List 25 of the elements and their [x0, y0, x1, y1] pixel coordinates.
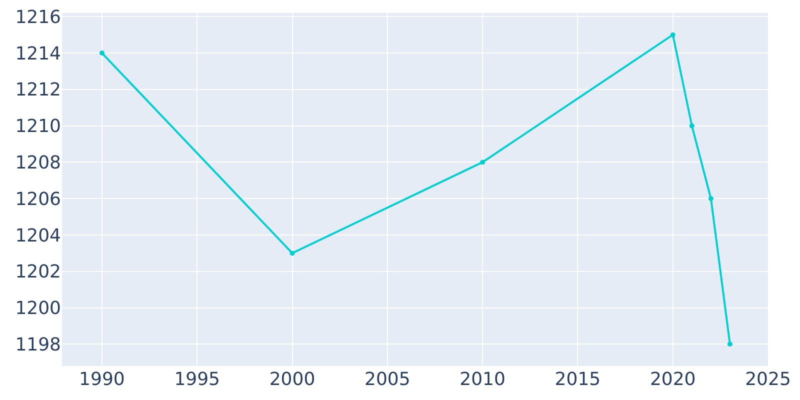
point — [670, 32, 676, 38]
point — [290, 250, 295, 256]
y-tick-label: 1202 — [15, 262, 61, 283]
x-tick-label: 1995 — [174, 369, 220, 390]
x-tick-label: 1990 — [79, 369, 125, 390]
point — [708, 196, 714, 202]
point — [99, 50, 104, 56]
y-tick-label: 1198 — [15, 334, 61, 356]
y-tick-label: 1206 — [15, 188, 61, 210]
x-tick-label: 2005 — [364, 369, 410, 390]
point — [727, 342, 732, 347]
point — [689, 123, 694, 128]
y-tick-label: 1204 — [15, 225, 61, 246]
y-tick-label: 1212 — [15, 80, 61, 101]
x-tick-label: 2025 — [745, 369, 791, 390]
x-tick-label: 2000 — [269, 369, 316, 390]
x-tick-label: 2015 — [554, 369, 601, 390]
x-tick-label: 2020 — [650, 369, 696, 390]
y-tick-label: 1208 — [15, 152, 61, 174]
y-tick-label: 1200 — [15, 298, 61, 320]
y-tick-label: 1216 — [15, 6, 61, 28]
point — [480, 160, 486, 165]
x-tick-label: 2010 — [460, 369, 506, 390]
y-tick-label: 1214 — [15, 43, 61, 64]
y-tick-label: 1210 — [15, 116, 61, 138]
